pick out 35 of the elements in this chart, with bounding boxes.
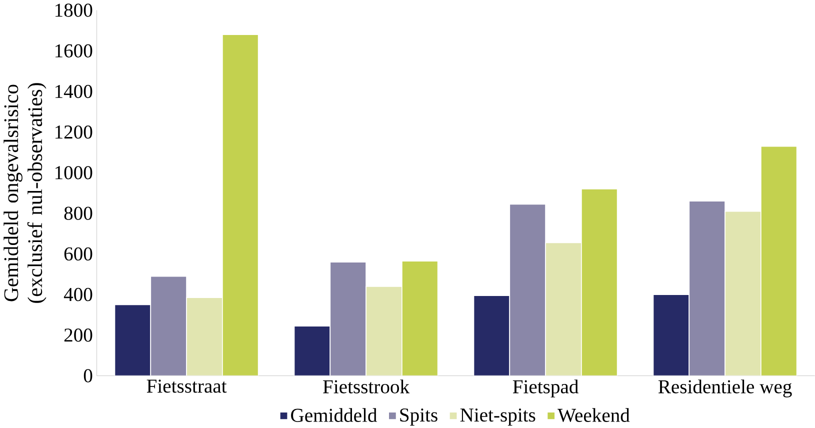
- y-tick-label: 200: [64, 328, 92, 342]
- bar: [150, 276, 187, 376]
- y-tick-label: 400: [64, 288, 92, 302]
- y-tick-label: 1800: [55, 4, 92, 17]
- bar: [652, 294, 690, 376]
- bar: [222, 34, 259, 376]
- y-tick-label: 0: [84, 369, 92, 382]
- bar: [294, 326, 331, 376]
- bar: [509, 204, 546, 376]
- bar: [402, 260, 438, 376]
- x-tick-label: Fietsstrook: [323, 380, 410, 394]
- y-tick-label: 800: [64, 206, 92, 220]
- x-tick-label: Fietspad: [512, 380, 578, 398]
- bar: [545, 242, 582, 376]
- legend-label: Gemiddeld: [291, 408, 378, 422]
- bar: [114, 304, 152, 376]
- bar: [330, 262, 366, 376]
- bar: [186, 297, 223, 376]
- bar: [760, 146, 798, 376]
- legend-label: Weekend: [558, 408, 630, 422]
- y-tick-label: 1600: [55, 44, 92, 58]
- bar: [580, 188, 618, 376]
- bar: [724, 210, 762, 376]
- y-tick-label: 600: [64, 247, 92, 261]
- y-tick-label: 1400: [55, 84, 92, 98]
- legend-label: Spits: [400, 408, 438, 426]
- x-tick-label: Fietsstraat: [146, 380, 227, 393]
- bar: [473, 295, 510, 376]
- legend-label: Niet-spits: [460, 408, 536, 426]
- bar: [366, 286, 402, 376]
- x-tick-label: Residentiele weg: [658, 380, 792, 398]
- y-axis-title: Gemiddeld ongevalsrisico (exclusief nul-observaties): [4, 83, 46, 303]
- bar: [688, 200, 726, 376]
- y-tick-label: 1000: [55, 166, 92, 180]
- y-tick-label: 1200: [55, 126, 92, 139]
